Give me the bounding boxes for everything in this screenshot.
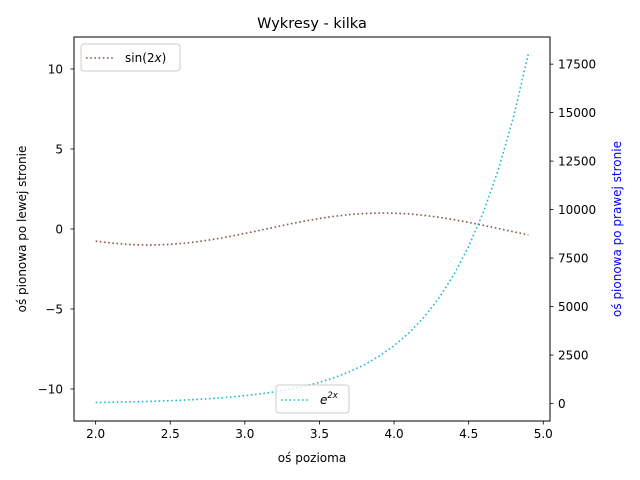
y-right-axis-label: oś pionowa po prawej stronie <box>610 141 624 317</box>
legend-sin-label: sin(2x) <box>125 51 166 65</box>
x-tick-label: 3.5 <box>310 427 329 441</box>
plot-frame <box>73 36 551 422</box>
x-axis-ticks: 2.0 2.5 3.0 3.5 4.0 4.5 5.0 <box>86 421 553 441</box>
y-left-tick-label: 10 <box>48 63 63 77</box>
x-tick-label: 5.0 <box>534 427 553 441</box>
y-right-tick-label: 7500 <box>558 252 589 266</box>
y-left-tick-label: −10 <box>38 383 63 397</box>
y-left-axis-ticks: −10 −5 0 5 10 <box>38 63 74 397</box>
y-left-axis-label: oś pionowa po lewej stronie <box>15 146 29 313</box>
series-line-exp <box>95 53 530 404</box>
y-left-tick-label: −5 <box>45 303 63 317</box>
series-layer <box>95 53 530 404</box>
y-right-tick-label: 2500 <box>558 349 589 363</box>
series-line-sin <box>95 212 529 246</box>
y-right-tick-label: 17500 <box>558 58 596 72</box>
y-right-tick-label: 15000 <box>558 106 596 120</box>
x-tick-label: 2.5 <box>161 427 180 441</box>
y-right-tick-label: 5000 <box>558 300 589 314</box>
y-right-tick-label: 10000 <box>558 203 596 217</box>
y-left-tick-label: 0 <box>55 223 63 237</box>
y-left-tick-label: 5 <box>55 143 63 157</box>
x-tick-label: 3.0 <box>235 427 254 441</box>
x-axis-label: oś pozioma <box>278 451 346 465</box>
y-right-tick-label: 0 <box>558 397 566 411</box>
x-tick-label: 4.0 <box>385 427 404 441</box>
x-tick-label: 4.5 <box>459 427 478 441</box>
x-tick-label: 2.0 <box>86 427 105 441</box>
legend-sin: sin(2x) <box>80 43 181 72</box>
legend-exp: e2x <box>275 384 350 414</box>
chart-title: Wykresy - kilka <box>257 16 367 32</box>
y-right-tick-label: 12500 <box>558 155 596 169</box>
y-right-axis-ticks: 0 2500 5000 7500 10000 12500 15000 17500 <box>550 58 596 411</box>
legend-exp-label: e2x <box>320 391 339 407</box>
